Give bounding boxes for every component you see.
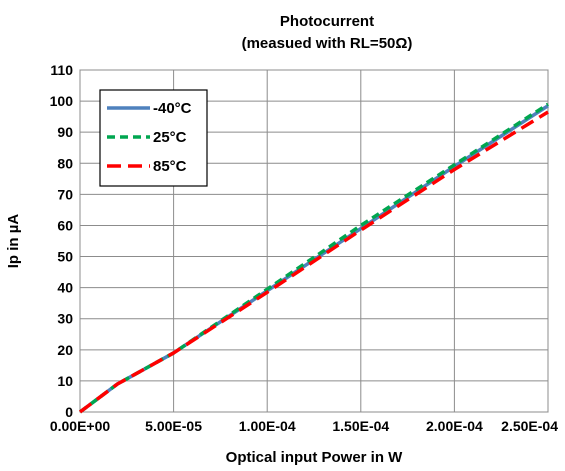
x-tick-label: 1.00E-04 [239, 418, 296, 434]
legend-label: 25°C [153, 129, 187, 146]
y-axis-label: Ip in µA [5, 214, 22, 269]
y-tick-label: 100 [50, 93, 74, 109]
x-tick-label: 2.50E-04 [501, 418, 558, 434]
legend-box [99, 89, 208, 187]
y-tick-label: 10 [57, 373, 73, 389]
y-tick-label: 110 [50, 62, 73, 78]
series-line [78, 110, 549, 414]
x-tick-label: 1.50E-04 [332, 418, 389, 434]
chart-title: Photocurrent [280, 13, 374, 30]
legend: -40°C 25°C 85°C [99, 89, 208, 187]
y-tick-label: 40 [57, 280, 73, 296]
chart-subtitle: (measued with RL=50Ω) [242, 35, 413, 52]
y-tick-label: 80 [57, 155, 73, 171]
x-tick-label: 0.00E+00 [50, 418, 111, 434]
y-tick-label: 30 [57, 311, 73, 327]
legend-label: 85°C [153, 158, 187, 175]
y-tick-label: 50 [57, 249, 73, 265]
y-tick-labels: 0 10 20 30 40 50 60 70 80 90 100 110 [50, 62, 74, 420]
x-tick-labels: 0.00E+00 5.00E-05 1.00E-04 1.50E-04 2.00E-04… [50, 418, 558, 434]
series-lines [78, 102, 549, 414]
y-tick-label: 60 [57, 217, 73, 233]
y-tick-label: 70 [57, 186, 73, 202]
legend-label: -40°C [153, 100, 192, 117]
x-tick-label: 2.00E-04 [426, 418, 483, 434]
y-tick-label: 20 [57, 342, 73, 358]
y-tick-label: 90 [57, 124, 73, 140]
x-tick-label: 5.00E-05 [145, 418, 202, 434]
x-axis-label: Optical input Power in W [226, 449, 404, 466]
y-tick-label: 0 [65, 404, 73, 420]
